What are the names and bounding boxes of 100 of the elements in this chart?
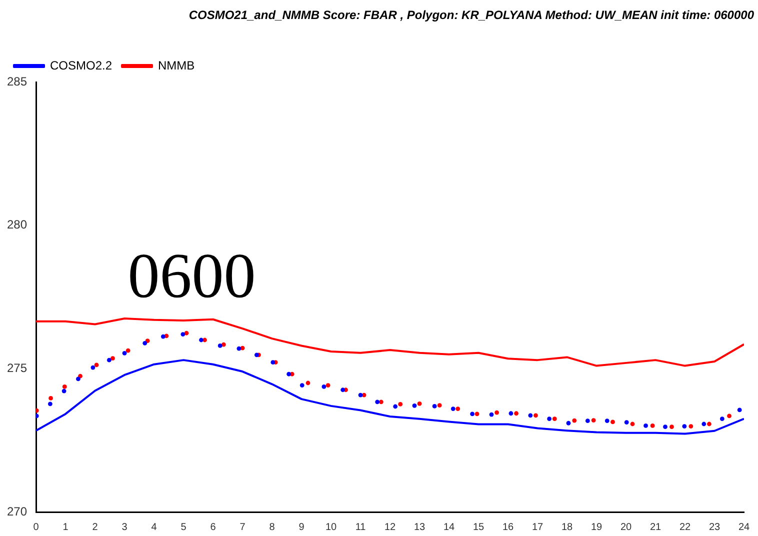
point — [624, 420, 629, 424]
point — [218, 344, 222, 348]
point — [254, 352, 259, 358]
point — [650, 424, 655, 428]
x-tick-label: 1 — [62, 522, 69, 533]
point — [326, 383, 330, 388]
x-tick-label: 0 — [33, 522, 40, 533]
x-tick-label: 3 — [122, 522, 128, 533]
point — [489, 412, 494, 417]
point — [106, 358, 112, 362]
point — [644, 424, 648, 428]
x-tick-label: 11 — [355, 522, 366, 533]
point — [126, 348, 130, 353]
point — [322, 384, 326, 389]
point — [706, 422, 712, 426]
x-tick-label: 20 — [620, 522, 632, 533]
point — [160, 334, 166, 339]
point — [450, 406, 456, 411]
x-tick-label: 23 — [708, 522, 720, 533]
point — [702, 422, 706, 426]
point — [142, 340, 148, 346]
point — [727, 414, 732, 418]
point — [62, 388, 66, 394]
point — [286, 372, 292, 376]
point — [663, 424, 668, 430]
point — [604, 418, 610, 424]
point — [412, 403, 417, 408]
chart-title: COSMO21_and_NMMB Score: FBAR , Polygon: KR_POLYANA Method: UW_MEAN init time: 060000 — [188, 8, 755, 22]
x-tick-label: 8 — [269, 522, 276, 533]
point — [122, 350, 127, 356]
point — [393, 404, 398, 409]
point — [720, 416, 724, 422]
annotation: 0600 — [128, 240, 256, 311]
x-tick-label: 6 — [210, 522, 216, 533]
point — [470, 412, 475, 416]
point — [378, 400, 384, 404]
point — [180, 332, 186, 336]
point — [76, 376, 80, 382]
point — [184, 330, 189, 336]
point — [437, 403, 442, 408]
point — [236, 346, 242, 351]
point — [417, 401, 422, 406]
x-tick-label: 16 — [502, 522, 514, 533]
point — [62, 384, 67, 389]
point — [610, 420, 615, 424]
point — [270, 360, 276, 365]
y-tick-label: 275 — [6, 360, 28, 375]
point — [300, 383, 304, 388]
point — [48, 396, 53, 400]
x-tick-label: 13 — [414, 522, 426, 533]
point — [688, 424, 694, 428]
point — [432, 404, 437, 408]
point — [552, 416, 557, 422]
y-tick-label: 280 — [6, 218, 28, 232]
x-tick-label: 2 — [92, 522, 98, 533]
x-tick-label: 24 — [738, 522, 750, 533]
point — [199, 338, 204, 342]
point — [514, 411, 518, 416]
point — [340, 388, 346, 392]
x-tick-label: 21 — [650, 522, 662, 533]
point — [508, 411, 514, 416]
point — [48, 402, 52, 406]
point — [591, 418, 596, 422]
point — [90, 365, 96, 370]
point — [494, 410, 499, 415]
x-tick-label: 22 — [679, 522, 691, 533]
y-tick-label: 270 — [6, 504, 28, 518]
x-tick-label: 17 — [532, 522, 544, 533]
point — [375, 400, 380, 404]
x-tick-label: 5 — [180, 522, 187, 533]
point — [94, 362, 99, 368]
x-tick-label: 10 — [325, 522, 338, 533]
point — [670, 424, 674, 430]
point — [534, 413, 538, 418]
point — [682, 424, 687, 428]
point — [474, 412, 480, 416]
x-tick-label: 14 — [443, 522, 456, 533]
point — [456, 406, 460, 411]
x-tick-label: 4 — [151, 522, 158, 533]
point — [358, 392, 363, 398]
y-tick-label: 285 — [6, 74, 28, 88]
point — [572, 418, 577, 423]
point — [398, 402, 403, 406]
point — [547, 416, 552, 422]
point — [221, 342, 226, 347]
x-tick-label: 18 — [561, 522, 574, 533]
legend-label: COSMO2.2 — [50, 58, 112, 72]
x-tick-label: 7 — [240, 522, 246, 533]
x-tick-label: 12 — [384, 522, 396, 533]
point — [110, 356, 115, 361]
x-tick-label: 15 — [472, 522, 485, 533]
point — [585, 418, 590, 424]
point — [528, 413, 533, 418]
legend-label: NMMB — [158, 58, 195, 72]
point — [566, 420, 571, 426]
x-tick-label: 9 — [298, 522, 305, 533]
point — [630, 422, 635, 426]
point — [737, 408, 742, 412]
point — [306, 380, 310, 386]
x-tick-label: 19 — [590, 522, 603, 533]
